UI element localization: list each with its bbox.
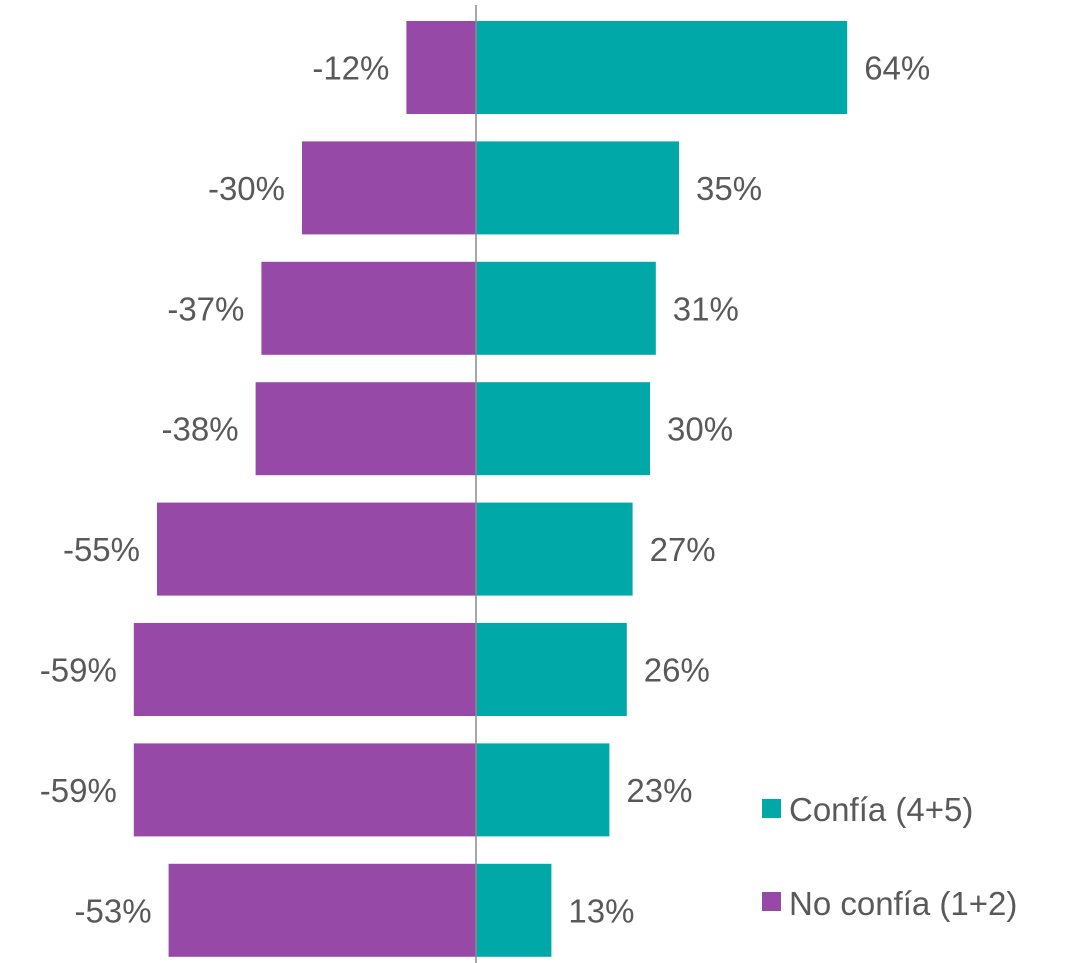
bar-no-confia-5 [157, 502, 476, 596]
label-no-confia-2: -30% [208, 170, 285, 207]
bar-confia-1 [476, 21, 848, 114]
label-no-confia-1: -12% [312, 50, 389, 87]
label-confia-6: 26% [644, 652, 710, 689]
label-no-confia-5: -55% [63, 531, 140, 568]
data-labels-group: -12% 64% -30% 35% -37% 31% -38% 30% -55% 27% -59% 2… [40, 50, 931, 930]
label-confia-8: 13% [568, 892, 634, 929]
bar-no-confia-8 [168, 863, 476, 957]
label-confia-7: 23% [626, 772, 692, 809]
bar-no-confia-1 [406, 21, 476, 114]
legend-label-confia: Confía (4+5) [789, 791, 973, 828]
legend-swatch-no-confia [762, 892, 781, 911]
label-no-confia-7: -59% [40, 772, 117, 809]
bars-group [133, 21, 848, 957]
bar-no-confia-6 [133, 623, 477, 716]
bar-no-confia-4 [255, 382, 476, 476]
label-confia-5: 27% [650, 531, 716, 568]
legend: Confía (4+5) No confía (1+2) [762, 791, 1017, 922]
label-confia-3: 31% [673, 290, 739, 327]
bar-confia-4 [476, 382, 650, 476]
label-no-confia-8: -53% [75, 892, 152, 929]
bar-confia-5 [476, 502, 633, 596]
legend-swatch-confia [762, 799, 781, 818]
bar-no-confia-3 [261, 261, 476, 355]
label-no-confia-6: -59% [40, 652, 117, 689]
legend-label-no-confia: No confía (1+2) [789, 885, 1017, 922]
bar-confia-8 [476, 863, 552, 957]
label-confia-1: 64% [864, 50, 930, 87]
bar-confia-3 [476, 261, 656, 355]
bar-confia-7 [476, 743, 610, 837]
label-confia-4: 30% [667, 411, 733, 448]
label-no-confia-3: -37% [167, 290, 244, 327]
bar-no-confia-2 [302, 141, 476, 235]
label-no-confia-4: -38% [162, 411, 239, 448]
bar-confia-2 [476, 141, 679, 235]
label-confia-2: 35% [696, 170, 762, 207]
bar-no-confia-7 [133, 743, 477, 837]
bar-confia-6 [476, 623, 627, 716]
